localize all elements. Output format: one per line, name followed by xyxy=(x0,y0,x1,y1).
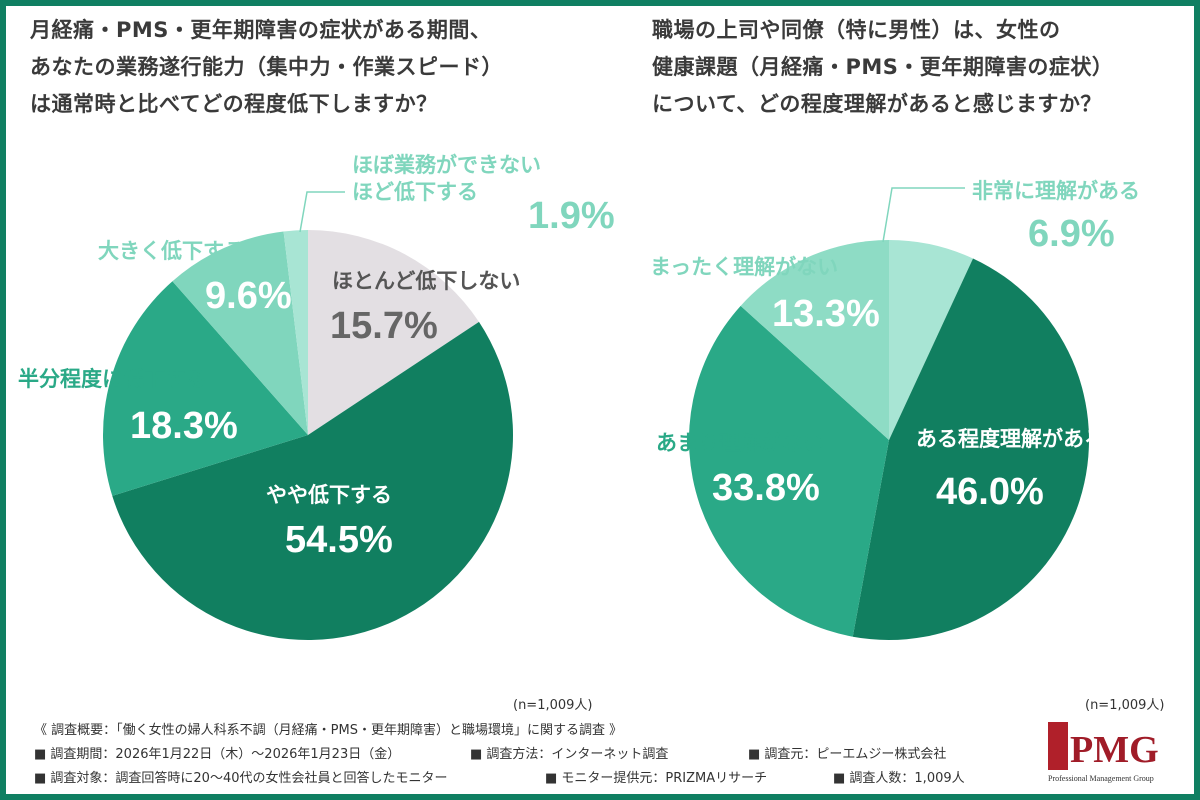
label-c2-1: ある程度理解がある xyxy=(916,427,1105,451)
leader-line-1 xyxy=(299,191,345,233)
pie1-slice-1 xyxy=(112,321,513,640)
pie2-slice-0 xyxy=(889,240,974,440)
leader-line-2 xyxy=(882,187,965,243)
label-c1-0: ほとんど低下しない xyxy=(332,269,521,293)
n-c2: (n=1,009人) xyxy=(1085,698,1165,713)
pct-c1-2: 18.3% xyxy=(130,405,238,447)
label-c2-3: まったく理解がない xyxy=(650,255,839,279)
pct-c1-0: 15.7% xyxy=(330,305,438,347)
pie1-slice-2 xyxy=(102,281,308,496)
pie1-slice-3 xyxy=(172,231,308,435)
survey-provider: ■ モニター提供元：PRIZMAリサーチ xyxy=(545,771,768,786)
label-c2-0: 非常に理解がある xyxy=(972,179,1140,203)
survey-source: ■ 調査元：ピーエムジー株式会社 xyxy=(748,747,947,762)
pct-c2-2: 33.8% xyxy=(712,467,820,509)
pie2-slice-2 xyxy=(689,305,889,637)
pct-c2-0: 6.9% xyxy=(1028,213,1115,255)
pct-c1-3: 9.6% xyxy=(205,275,292,317)
pmg-logo: PMG Professional Management Group xyxy=(1040,722,1180,788)
survey-count: ■ 調査人数：1,009人 xyxy=(833,771,965,786)
logo-tagline: Professional Management Group xyxy=(1048,774,1154,783)
pct-c2-3: 13.3% xyxy=(772,293,880,335)
chart1-title: 月経痛・PMS・更年期障害の症状がある期間、 あなたの業務遂行能力（集中力・作業… xyxy=(30,18,503,116)
pct-c2-1: 46.0% xyxy=(936,471,1044,513)
pct-c1-4: 1.9% xyxy=(528,195,615,237)
label-c1-3: 大きく低下する xyxy=(98,239,245,263)
survey-summary: 《 調査概要：「働く女性の婦人科系不調（月経痛・PMS・更年期障害）と職場環境」… xyxy=(34,723,623,738)
pct-c1-1: 54.5% xyxy=(285,519,393,561)
logo-mark xyxy=(1048,722,1068,770)
cat-text: ほぼ業務ができない ほど低下する xyxy=(352,153,541,205)
label-c1-2: 半分程度に低下する xyxy=(18,367,207,391)
survey-period: ■ 調査期間：2026年1月22日（木）～2026年1月23日（金） xyxy=(34,747,401,762)
logo-text: PMG xyxy=(1070,729,1159,771)
chart2-title: 職場の上司や同僚（特に男性）は、女性の 健康課題（月経痛・PMS・更年期障害の症… xyxy=(652,18,1114,116)
label-c1-4: ほぼ業務ができない ほど低下する xyxy=(352,152,541,207)
pie1-slice-4 xyxy=(283,230,308,435)
survey-target: ■ 調査対象：調査回答時に20～40代の女性会社員と回答したモニター xyxy=(34,771,448,786)
survey-method: ■ 調査方法：インターネット調査 xyxy=(470,747,669,762)
pie2-slice-3 xyxy=(740,240,889,440)
pie1-slice-0 xyxy=(308,230,479,435)
label-c1-1: やや低下する xyxy=(266,483,392,507)
n-c1: (n=1,009人) xyxy=(513,698,593,713)
pie2-slice-1 xyxy=(852,258,1089,640)
label-c2-2: あまり理解がない xyxy=(656,431,824,455)
